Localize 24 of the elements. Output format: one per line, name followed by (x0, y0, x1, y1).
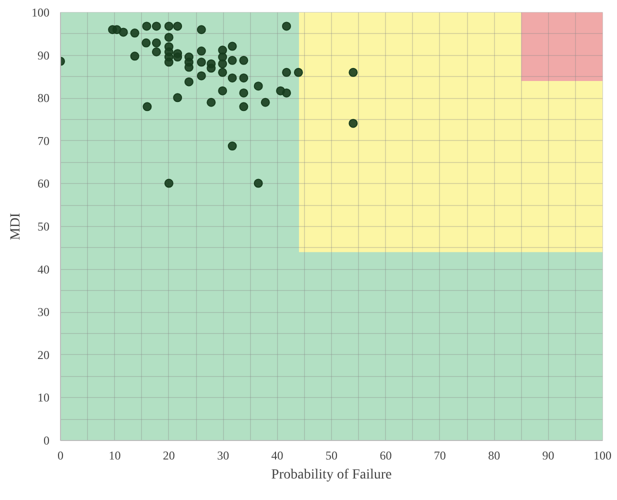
x-tick-label: 100 (594, 448, 612, 462)
y-tick-label: 70 (38, 134, 50, 148)
y-axis-title: MDI (8, 212, 24, 240)
x-tick-label: 0 (58, 448, 64, 462)
x-tick-label: 40 (271, 448, 284, 462)
x-tick-label: 90 (542, 448, 554, 462)
y-tick-label: 60 (38, 176, 50, 191)
x-tick-label: 60 (380, 448, 392, 462)
y-tick-label: 10 (38, 390, 50, 405)
x-tick-label: 70 (434, 448, 446, 462)
y-tick-label: 20 (38, 348, 50, 362)
y-tick-label: 0 (44, 434, 50, 448)
y-tick-label: 40 (38, 262, 50, 276)
y-tick-label: 50 (38, 220, 50, 234)
x-axis-title: Probability of Failure (271, 468, 392, 482)
x-tick-label: 50 (326, 448, 338, 462)
y-tick-label: 80 (38, 91, 50, 106)
x-tick-label: 30 (217, 448, 230, 462)
y-tick-label: 90 (38, 48, 50, 62)
y-tick-label: 100 (32, 6, 50, 20)
x-tick-label: 80 (488, 448, 500, 462)
y-tick-label: 30 (38, 305, 50, 320)
x-tick-label: 10 (108, 448, 121, 462)
x-tick-label: 20 (162, 448, 175, 462)
